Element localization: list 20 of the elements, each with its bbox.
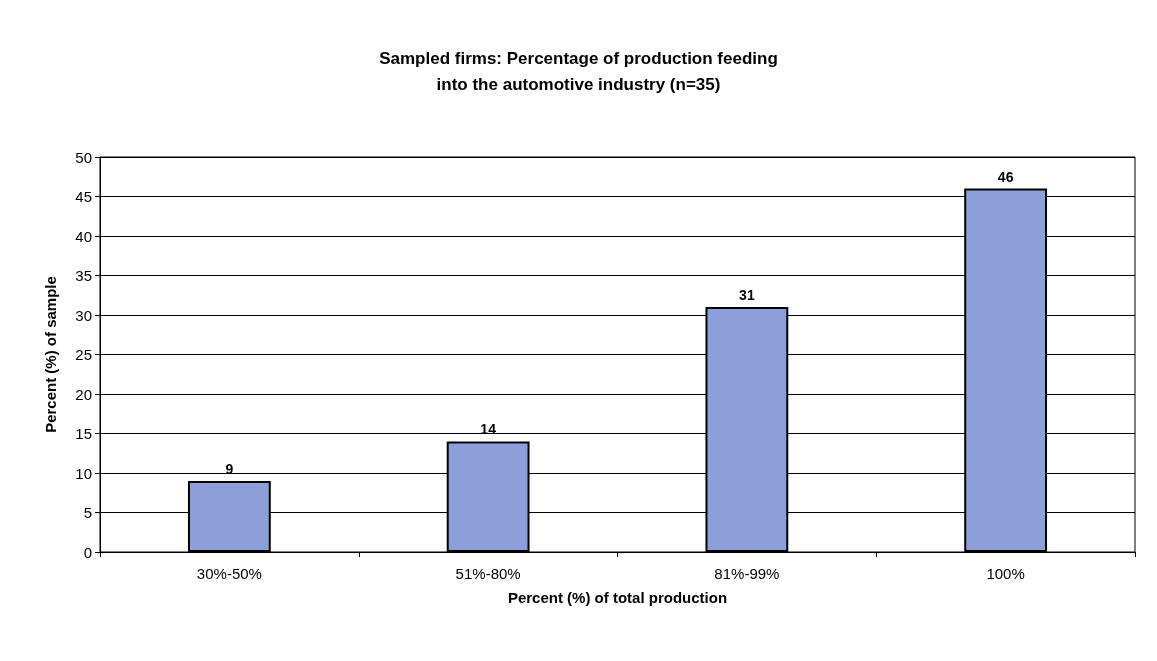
x-tick-label: 30%-50%: [196, 565, 262, 582]
y-tick-label: 20: [75, 385, 92, 403]
y-axis-title: Percent (%) of sample: [42, 276, 59, 433]
x-axis-title: Percent (%) of total production: [507, 589, 728, 606]
y-tick-label: 45: [75, 188, 92, 205]
y-tick-label: 5: [83, 504, 92, 521]
y-tick-label: 25: [75, 346, 92, 363]
y-tick-label: 15: [75, 425, 92, 442]
x-tick-label: 81%-99%: [714, 565, 780, 582]
y-tick-label: 35: [75, 267, 92, 284]
y-tick-label: 10: [75, 464, 92, 482]
x-tick-label: 100%: [986, 565, 1025, 582]
y-tick-label: 0: [83, 543, 92, 561]
data-label: 31: [739, 287, 755, 304]
x-tick-label: 51%-80%: [455, 565, 521, 582]
chart-title: Sampled firms: Percentage of production feeding into the automotive industry (n=35): [379, 48, 778, 94]
y-tick-label: 30: [75, 306, 92, 324]
y-tick-label: 50: [75, 148, 92, 166]
y-tick-label: 40: [75, 227, 92, 245]
data-label: 46: [997, 168, 1014, 185]
